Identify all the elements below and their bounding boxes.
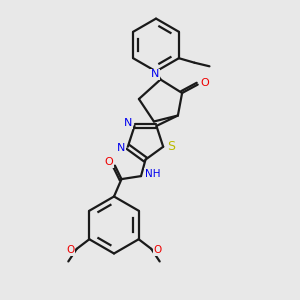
Text: N: N	[117, 143, 125, 153]
Text: S: S	[167, 140, 175, 153]
Text: N: N	[151, 69, 159, 80]
Text: N: N	[124, 118, 132, 128]
Text: NH: NH	[145, 169, 160, 179]
Text: O: O	[154, 245, 162, 255]
Text: O: O	[104, 157, 113, 167]
Text: O: O	[200, 78, 209, 88]
Text: O: O	[66, 245, 74, 255]
